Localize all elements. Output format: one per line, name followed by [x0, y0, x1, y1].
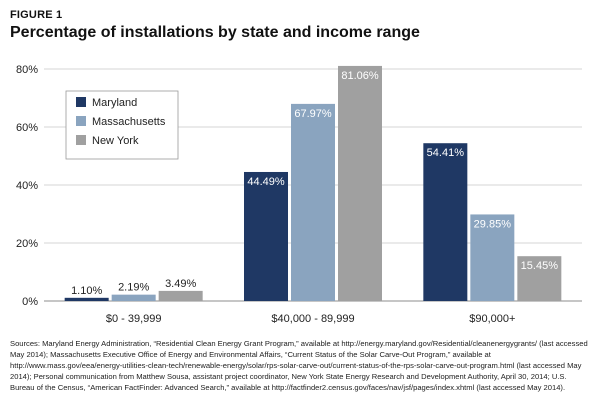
bar-maryland	[244, 171, 288, 301]
data-label: 29.85%	[474, 218, 512, 230]
data-label: 67.97%	[294, 108, 332, 120]
bar-maryland	[64, 297, 109, 301]
x-tick-label: $0 - 39,999	[106, 313, 162, 325]
legend-swatch	[76, 97, 86, 107]
data-label: 2.19%	[118, 282, 149, 294]
sources-note: Sources: Maryland Energy Administration,…	[10, 339, 588, 392]
x-tick-label: $40,000 - 89,999	[271, 313, 354, 325]
x-tick-label: $90,000+	[469, 313, 515, 325]
bar-new-york	[517, 256, 562, 301]
bar-new-york	[158, 290, 203, 301]
data-label: 1.10%	[71, 285, 102, 297]
legend-label: New York	[92, 135, 139, 147]
data-labels: 1.10% 2.19% 3.49% 44.49% 67.97% 81.06% 54.41% 2…	[71, 70, 558, 297]
y-tick-label: 20%	[16, 238, 38, 250]
bar-massachusetts	[470, 214, 515, 301]
bar-new-york	[338, 65, 382, 302]
y-tick-label: 40%	[16, 180, 38, 192]
y-tick-label: 0%	[22, 296, 38, 308]
data-label: 3.49%	[165, 278, 196, 290]
legend-label: Massachusetts	[92, 116, 166, 128]
bars	[64, 65, 562, 302]
data-label: 54.41%	[427, 147, 465, 159]
y-tick-label: 80%	[16, 64, 38, 76]
x-axis-ticks: $0 - 39,999 $40,000 - 89,999 $90,000+	[106, 313, 516, 325]
legend: Maryland Massachusetts New York	[65, 90, 179, 160]
legend-swatch	[76, 135, 86, 145]
bar-chart: 0% 20% 40% 60% 80% 1.10% 2.19% 3.49% 44.49% 67.9…	[16, 64, 582, 325]
data-label: 15.45%	[521, 260, 559, 272]
y-tick-label: 60%	[16, 122, 38, 134]
bar-maryland	[423, 143, 468, 301]
chart-title: Percentage of installations by state and…	[10, 24, 420, 41]
figure-label: FIGURE 1	[10, 9, 63, 21]
legend-swatch	[76, 116, 86, 126]
bar-massachusetts	[291, 103, 335, 302]
bar-massachusetts	[111, 294, 156, 301]
legend-label: Maryland	[92, 97, 137, 109]
y-axis-ticks: 0% 20% 40% 60% 80%	[16, 64, 38, 308]
data-label: 44.49%	[247, 176, 285, 188]
data-label: 81.06%	[341, 70, 379, 82]
